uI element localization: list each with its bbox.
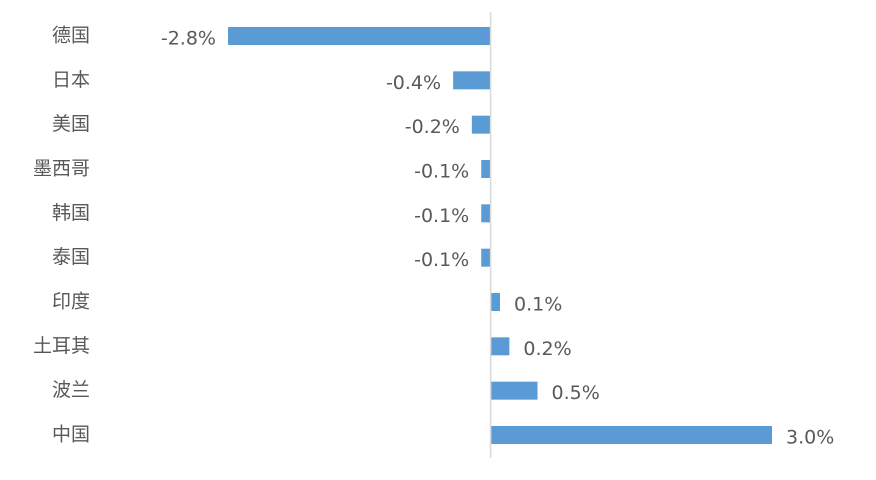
value-label: -2.8% [161,28,216,50]
bar [490,337,510,356]
value-label: 0.5% [552,382,600,404]
bar [453,71,491,90]
value-label: 0.1% [514,294,562,316]
category-label: 泰国 [52,246,90,268]
bar [228,27,491,45]
value-label: 3.0% [786,427,834,449]
bar [481,248,491,267]
value-label: -0.1% [414,205,469,227]
category-label: 土耳其 [33,335,90,357]
value-label: -0.4% [386,72,441,94]
bar [490,426,772,444]
value-label: -0.2% [405,116,460,138]
category-label: 中国 [52,424,90,446]
bar [481,204,491,223]
category-label: 德国 [52,25,90,47]
value-label: -0.1% [414,161,469,183]
category-label: 墨西哥 [33,158,90,180]
category-label: 波兰 [52,379,90,401]
bar [471,115,491,134]
category-label: 印度 [52,291,90,313]
value-label: 0.2% [523,338,571,360]
bar [490,293,500,311]
category-label: 韩国 [52,202,90,224]
bar [490,381,538,400]
category-label: 日本 [52,69,90,91]
category-label: 美国 [52,113,90,135]
value-label: -0.1% [414,249,469,271]
bar [481,160,491,178]
